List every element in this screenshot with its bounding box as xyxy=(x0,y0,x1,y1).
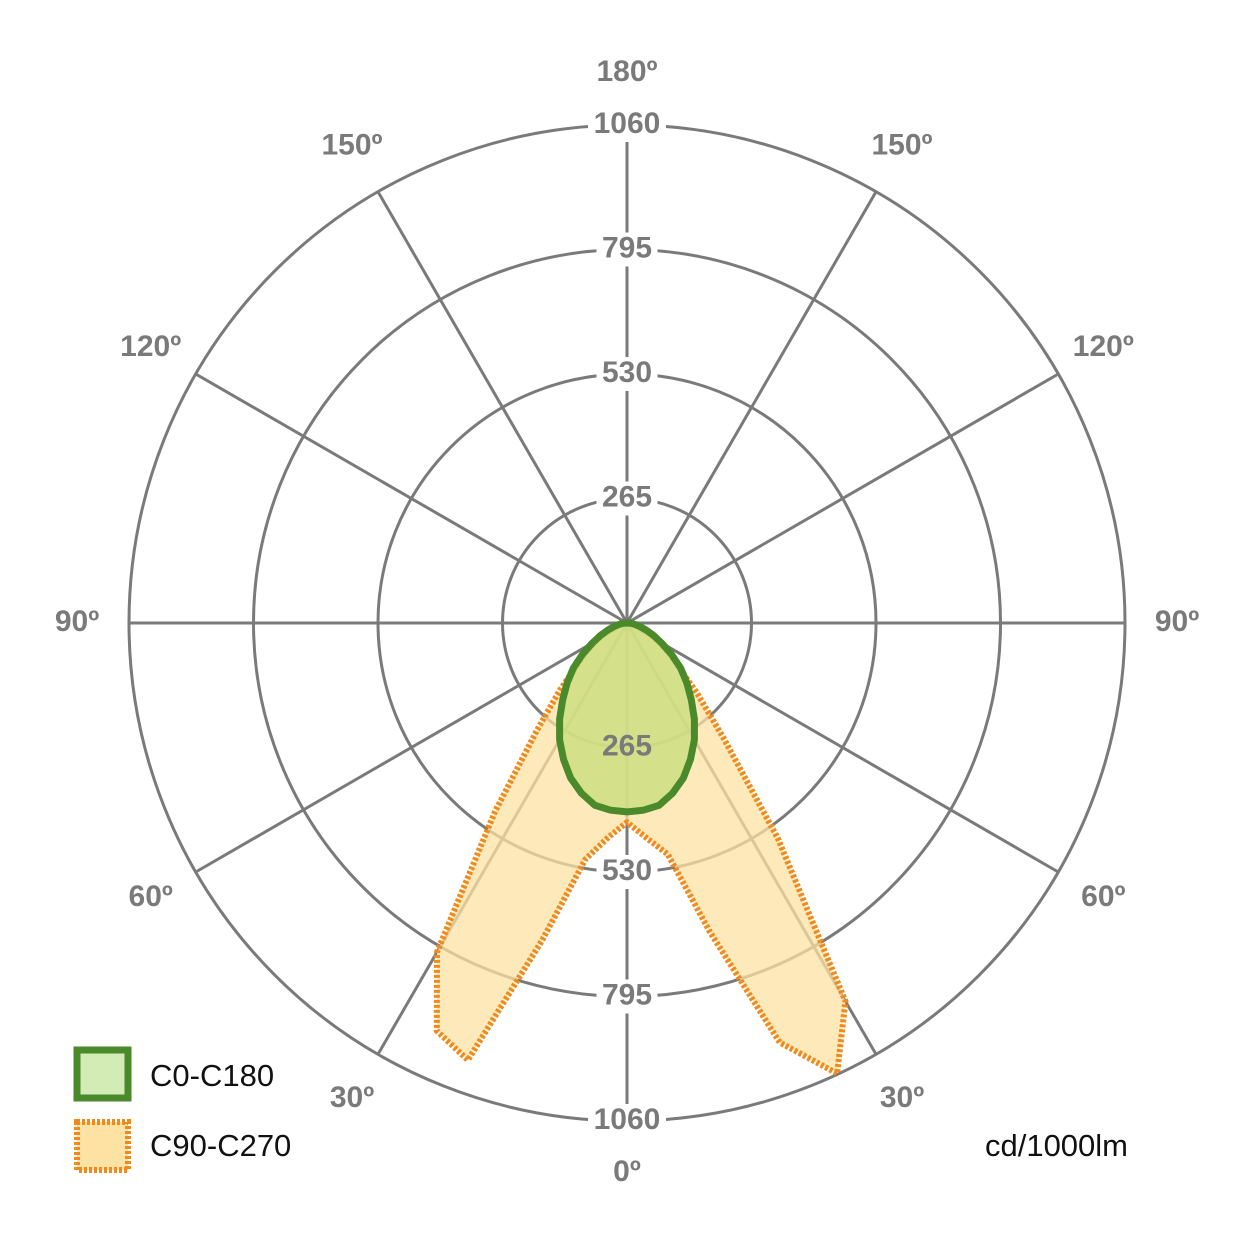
r-tick-label: 1060 xyxy=(594,107,661,140)
angle-label: 180º xyxy=(596,55,657,88)
angle-label: 30º xyxy=(330,1081,374,1114)
spoke xyxy=(626,621,1060,874)
angle-label: 0º xyxy=(613,1155,641,1188)
labels: 0º 30º 30º 60º 60º 90º 90º 120º 120º 150º 150º 180º… xyxy=(55,55,1199,1188)
angle-label: 30º xyxy=(880,1081,924,1114)
spoke xyxy=(194,621,628,874)
r-tick-label: 530 xyxy=(602,356,652,389)
angle-label: 150º xyxy=(321,129,382,162)
r-tick-label: 530 xyxy=(602,854,652,887)
spoke xyxy=(625,190,878,624)
label-bg xyxy=(588,1104,666,1138)
label-bg xyxy=(596,232,658,267)
r-tick-label: 1060 xyxy=(594,1103,661,1136)
unit-label: cd/1000lm xyxy=(985,1128,1128,1163)
spoke xyxy=(194,372,628,625)
grid xyxy=(127,108,1127,1138)
series-curve xyxy=(556,619,698,816)
r-tick-label: 265 xyxy=(602,729,652,762)
spoke xyxy=(626,372,1060,625)
label-bg xyxy=(596,979,658,1014)
label-bg xyxy=(588,108,666,142)
angle-label: 120º xyxy=(1073,330,1134,363)
angle-label: 60º xyxy=(1081,880,1125,913)
r-tick-label: 795 xyxy=(602,231,652,264)
legend-label: C90-C270 xyxy=(150,1128,291,1163)
angle-label: 150º xyxy=(871,129,932,162)
curves xyxy=(433,619,849,1077)
angle-label: 90º xyxy=(1155,605,1199,638)
label-bg xyxy=(596,357,658,391)
label-bg xyxy=(596,481,658,516)
legend-swatch xyxy=(74,1119,131,1173)
r-tick-label: 265 xyxy=(602,480,652,513)
angle-label: 90º xyxy=(55,605,99,638)
r-tick-label: 795 xyxy=(602,978,652,1011)
legend-swatch xyxy=(73,1046,132,1102)
spoke xyxy=(376,190,629,624)
angle-label: 60º xyxy=(129,880,173,913)
legend-label: C0-C180 xyxy=(150,1058,274,1093)
label-bg xyxy=(596,855,658,889)
angle-label: 120º xyxy=(120,330,181,363)
